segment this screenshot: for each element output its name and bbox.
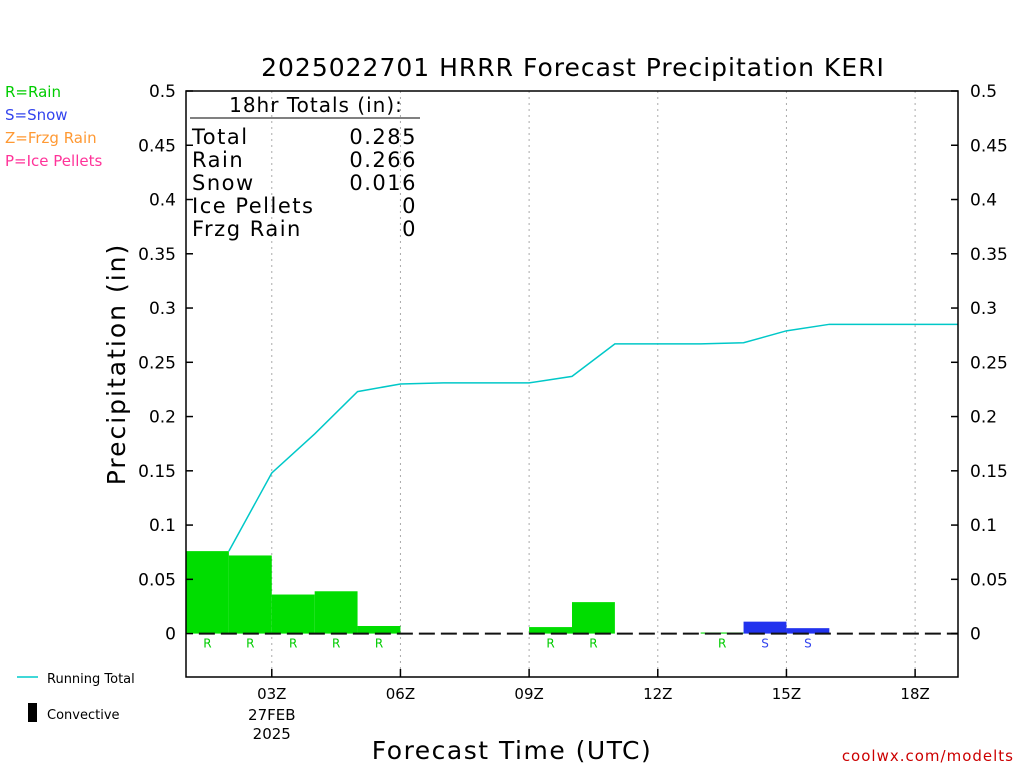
x-axis-label: Forecast Time (UTC) <box>372 736 652 765</box>
x-tick-label: 12Z <box>643 685 672 703</box>
plot-frame <box>186 91 958 677</box>
y-tick-label-right: 0.1 <box>970 516 997 536</box>
y-tick-label-right: 0.15 <box>970 462 1008 482</box>
totals-row-value: 0.285 <box>349 125 417 149</box>
y-tick-label-right: 0.05 <box>970 570 1008 590</box>
totals-row-label: Rain <box>192 148 244 172</box>
y-tick-label-right: 0.45 <box>970 136 1008 156</box>
totals-heading: 18hr Totals (in): <box>229 93 403 117</box>
y-tick-label-left: 0 <box>165 625 176 645</box>
y-tick-label-right: 0.25 <box>970 353 1008 373</box>
x-tick-label: 18Z <box>900 685 929 703</box>
precip-bar <box>744 622 787 634</box>
precip-bar <box>272 595 315 634</box>
precip-type-label: R <box>375 637 383 651</box>
x-tick-label: 09Z <box>514 685 543 703</box>
y-tick-label-left: 0.5 <box>149 82 176 102</box>
type-legend-entry: R=Rain <box>5 83 61 101</box>
type-legend-entry: P=Ice Pellets <box>5 152 102 170</box>
precip-bar <box>358 626 401 634</box>
legend-running-total-label: Running Total <box>47 672 135 687</box>
precip-type-label: R <box>246 637 254 651</box>
y-tick-label-left: 0.05 <box>138 570 176 590</box>
precip-bar <box>572 602 615 633</box>
y-tick-label-right: 0.5 <box>970 82 997 102</box>
precip-type-label: S <box>804 637 812 651</box>
precip-type-label: R <box>718 637 726 651</box>
totals-row-label: Frzg Rain <box>192 217 302 241</box>
y-tick-label-right: 0.4 <box>970 191 997 211</box>
y-tick-label-right: 0.2 <box>970 408 997 428</box>
x-tick-label: 03Z <box>257 685 286 703</box>
credit-text: coolwx.com/modelts <box>842 747 1014 765</box>
totals-row-value: 0 <box>402 194 417 218</box>
frame-layer <box>186 91 958 677</box>
precip-type-label: R <box>203 637 211 651</box>
y-tick-label-left: 0.1 <box>149 516 176 536</box>
y-tick-label-left: 0.15 <box>138 462 176 482</box>
precip-type-label: R <box>332 637 340 651</box>
totals-row-value: 0.266 <box>349 148 417 172</box>
y-tick-label-left: 0.4 <box>149 191 176 211</box>
precip-type-label: R <box>546 637 554 651</box>
totals-row-label: Snow <box>192 171 255 195</box>
totals-row-label: Ice Pellets <box>192 194 314 218</box>
precip-bar <box>229 555 272 633</box>
y-tick-label-left: 0.3 <box>149 299 176 319</box>
bar-layer <box>186 551 958 633</box>
precip-bar <box>186 551 229 633</box>
y-tick-label-right: 0.3 <box>970 299 997 319</box>
legend-convective-label: Convective <box>47 708 120 723</box>
y-tick-label-right: 0.35 <box>970 245 1008 265</box>
x-tick-label: 15Z <box>772 685 801 703</box>
y-tick-label-left: 0.35 <box>138 245 176 265</box>
y-tick-label-left: 0.25 <box>138 353 176 373</box>
y-tick-label-left: 0.2 <box>149 408 176 428</box>
totals-row-value: 0.016 <box>349 171 417 195</box>
running-total-line <box>229 324 958 551</box>
x-tick-label: 06Z <box>386 685 415 703</box>
totals-row-value: 0 <box>402 217 417 241</box>
precip-type-label: S <box>761 637 769 651</box>
y-tick-label-right: 0 <box>970 625 981 645</box>
x-tick-year: 2025 <box>253 725 291 743</box>
type-legend-entry: Z=Frzg Rain <box>5 129 97 147</box>
precip-type-label: R <box>289 637 297 651</box>
precip-bar <box>315 591 358 633</box>
line-layer <box>229 324 958 551</box>
legend-convective-swatch <box>28 703 37 722</box>
y-tick-label-left: 0.45 <box>138 136 176 156</box>
totals-row-label: Total <box>191 125 249 149</box>
chart-title: 2025022701 HRRR Forecast Precipitation K… <box>261 53 885 82</box>
x-tick-date: 27FEB <box>248 706 295 724</box>
precip-type-label: R <box>589 637 597 651</box>
type-legend-entry: S=Snow <box>5 106 68 124</box>
y-axis-label: Precipitation (in) <box>102 243 131 486</box>
